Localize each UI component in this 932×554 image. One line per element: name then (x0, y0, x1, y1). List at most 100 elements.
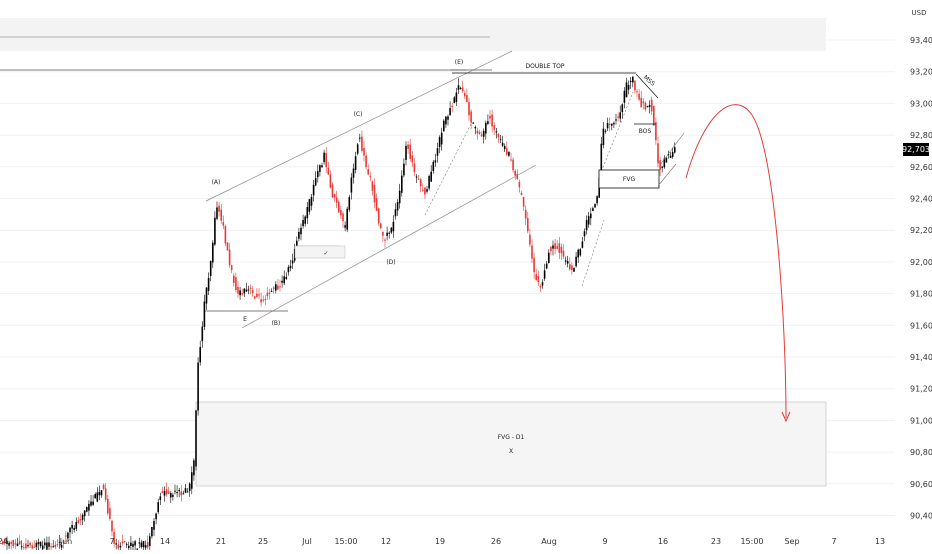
time-tick-label: 12 (381, 537, 391, 546)
fvg-box (598, 169, 660, 189)
price-tick-label: 93,000 (910, 99, 932, 108)
fvg-d1-zone (195, 401, 827, 487)
time-axis: 24 Jun 7 14 21 25 Jul 15:00 12 19 26 Aug 9 16 23 15:00 S… (0, 537, 885, 546)
candle-body (60, 544, 63, 548)
candle-body (501, 142, 504, 146)
price-tick-label: 90,400 (910, 512, 932, 521)
candle-body (317, 171, 319, 178)
candle-body (209, 261, 212, 277)
time-tick-label: 21 (216, 537, 226, 546)
candle-body (130, 542, 132, 547)
candle-body (443, 120, 445, 132)
candle-body (529, 234, 531, 245)
time-tick-label: 13 (875, 537, 885, 546)
label-fvg: FVG (623, 176, 636, 183)
candle-body (308, 199, 311, 212)
candle-body (235, 277, 237, 291)
candle-body (671, 151, 674, 157)
candle-body (577, 249, 579, 258)
candle-body (453, 97, 456, 104)
candle-body (285, 276, 288, 279)
time-tick-label: 7 (831, 537, 836, 546)
candle-body (535, 274, 537, 281)
candle-body (569, 264, 571, 270)
candle-body (94, 494, 96, 499)
candle-body (449, 108, 451, 116)
drawings (0, 50, 791, 423)
price-tick-label: 93,200 (910, 68, 932, 77)
candle-body (165, 489, 168, 495)
candle-body (543, 270, 546, 279)
candle-body (306, 206, 309, 219)
projection-arrow-curve (685, 104, 787, 419)
candle-body (67, 532, 69, 539)
candle-body (482, 130, 485, 137)
candle-body (430, 171, 432, 182)
candle-body (251, 290, 254, 293)
candle-body (37, 542, 40, 545)
candle-body (354, 156, 357, 170)
mini-channel-upper (659, 132, 685, 166)
candle-body (663, 158, 666, 168)
candle-body (153, 521, 155, 530)
candle-body (104, 488, 107, 500)
candle-body (220, 209, 222, 221)
current-price-badge (903, 143, 929, 156)
candle-body (71, 524, 73, 529)
zones (0, 18, 827, 487)
candle-body (541, 282, 544, 286)
candle-body (272, 287, 275, 289)
label-fvg-d1: FVG - D1 (498, 434, 525, 441)
candle-body (642, 101, 645, 104)
candle-body (621, 104, 624, 113)
price-tick-label: 91,800 (910, 290, 932, 299)
candle-body (640, 97, 642, 108)
candle-body (54, 544, 57, 548)
price-tick-label: 92,800 (910, 131, 932, 140)
candle-body (499, 138, 502, 140)
candle-body (426, 189, 428, 192)
candle-body (470, 111, 472, 123)
candle-body (350, 177, 353, 193)
candle-body (132, 543, 134, 547)
candle-body (579, 249, 582, 256)
candle-body (287, 267, 290, 273)
time-tick-label: 19 (435, 537, 445, 546)
candle-body (558, 243, 561, 253)
candle-body (478, 132, 481, 134)
candle-body (480, 134, 483, 137)
candle-body (634, 80, 636, 91)
candle-body (233, 275, 235, 283)
candle-body (510, 159, 512, 161)
candle-body (46, 542, 48, 550)
candle-body (6, 540, 8, 544)
candle-body (117, 544, 120, 549)
candle-body (323, 152, 325, 163)
candle-body (92, 501, 94, 505)
candle-body (218, 205, 220, 212)
candle-body (121, 541, 124, 543)
time-tick-label: 24 (0, 537, 8, 546)
candle-body (422, 189, 424, 191)
time-tick-label: 7 (109, 537, 114, 546)
candle-body (170, 493, 172, 498)
candle-body (340, 210, 342, 216)
candle-body (41, 545, 44, 550)
candle-body (533, 257, 535, 273)
time-tick-label: 23 (711, 537, 721, 546)
candle-body (506, 148, 508, 155)
candle-body (102, 484, 105, 489)
candle-body (619, 112, 621, 119)
candle-body (25, 543, 27, 549)
candle-body (602, 128, 605, 146)
candle-body (493, 125, 495, 130)
candle-body (585, 220, 588, 231)
candle-body (539, 285, 542, 288)
candle-body (279, 286, 281, 288)
candle-body (655, 122, 657, 141)
candle-body (369, 176, 372, 178)
candle-body (401, 175, 403, 193)
candle-body (260, 299, 262, 303)
candle-body (667, 154, 670, 156)
candle-body (606, 123, 609, 129)
